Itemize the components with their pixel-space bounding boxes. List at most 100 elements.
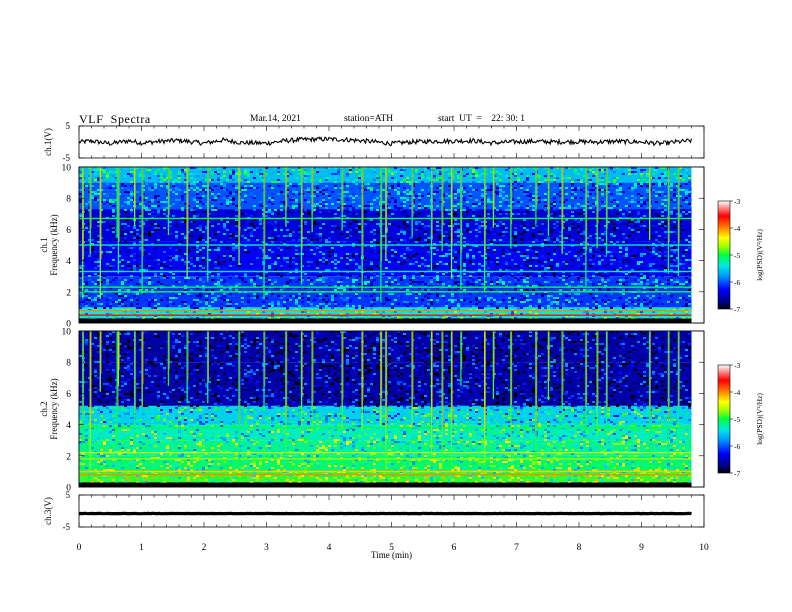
psd-cell [637,205,640,207]
psd-cell [265,239,268,241]
psd-cell [199,237,202,239]
psd-cell [253,283,256,285]
psd-cell [274,239,277,241]
psd-cell [271,233,274,235]
psd-cell [208,265,211,267]
psd-cell [190,267,193,269]
psd-cell [457,177,460,179]
psd-cell [601,281,604,283]
psd-cell [130,175,133,177]
psd-cell [97,243,100,245]
psd-cell [628,205,631,207]
psd-cell [670,233,673,235]
psd-cell [505,275,508,277]
psd-cell [283,253,286,255]
psd-cell [661,173,664,175]
psd-cell [571,185,574,187]
psd-cell [283,243,286,245]
psd-cell [526,265,529,267]
psd-cell [517,267,520,269]
psd-cell [370,281,373,283]
psd-cell [304,287,307,289]
psd-cell [346,257,349,259]
psd-cell [337,169,340,171]
psd-cell [94,201,97,203]
psd-cell [160,243,163,245]
psd-cell [640,281,643,283]
psd-cell [157,227,160,229]
psd-cell [382,171,385,173]
psd-cell [514,249,517,251]
psd-cell [421,195,424,197]
psd-cell [247,233,250,235]
psd-cell [601,275,604,277]
psd-cell [151,231,154,233]
psd-cell [496,281,499,283]
psd-cell [490,283,493,285]
psd-cell [601,179,604,181]
psd-cell [520,265,523,267]
psd-cell [418,205,421,207]
psd-cell [676,215,679,217]
psd-cell [433,177,436,179]
psd-cell [133,267,136,269]
psd-cell [415,209,418,211]
psd-cell [229,255,232,257]
psd-cell [352,277,355,279]
psd-cell [583,263,586,265]
psd-cell [514,245,517,247]
psd-cell [472,173,475,175]
psd-cell [91,245,94,247]
psd-cell [304,167,307,169]
psd-cell [202,241,205,243]
psd-cell [139,249,142,251]
psd-cell [175,257,178,259]
psd-cell [451,249,454,251]
psd-cell [520,285,523,287]
psd-cell [565,253,568,255]
psd-cell [169,171,172,173]
psd-cell [340,281,343,283]
psd-cell [172,185,175,187]
psd-cell [166,207,169,209]
psd-cell [85,187,88,189]
psd-cell [541,295,544,297]
psd-cell [115,269,118,271]
psd-cell [289,281,292,283]
psd-cell [439,253,442,255]
psd-cell [433,193,436,195]
psd-cell [592,203,595,205]
psd-cell [298,207,301,209]
psd-cell [529,189,532,191]
psd-cell [469,185,472,187]
psd-cell [190,263,193,265]
psd-cell [412,175,415,177]
psd-cell [124,167,127,169]
psd-cell [616,205,619,207]
psd-cell [211,275,214,277]
psd-cell [229,267,232,269]
psd-cell [178,177,181,179]
psd-cell [229,275,232,277]
psd-cell [103,183,106,185]
psd-cell [532,233,535,235]
psd-cell [268,289,271,291]
psd-cell [508,283,511,285]
psd-cell [673,265,676,267]
psd-cell [520,239,523,241]
psd-cell [421,285,424,287]
psd-cell [94,257,97,259]
psd-cell [298,167,301,169]
psd-cell [109,281,112,283]
psd-cell [658,181,661,183]
psd-cell [562,173,565,175]
psd-cell [526,257,529,259]
psd-cell [544,261,547,263]
psd-cell [418,199,421,201]
psd-cell [364,281,367,283]
psd-cell [148,189,151,191]
psd-cell [538,201,541,203]
psd-cell [655,281,658,283]
psd-cell [526,205,529,207]
psd-cell [214,269,217,271]
